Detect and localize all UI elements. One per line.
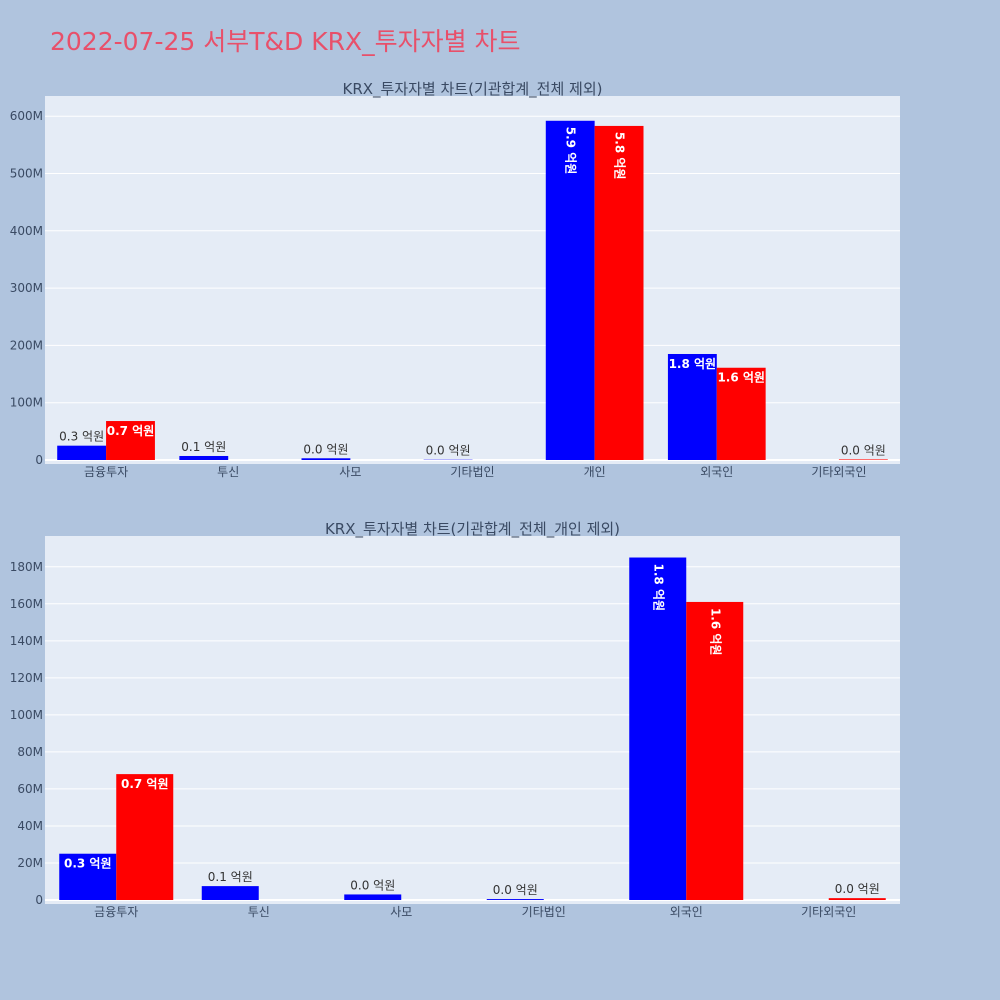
bar: [629, 557, 687, 900]
bar: [59, 853, 117, 900]
bar: [838, 459, 888, 460]
y-tick-label: 40M: [17, 819, 43, 833]
bar: [686, 601, 744, 900]
chart-title: KRX_투자자별 차트(기관합계_전체 제외): [343, 80, 603, 99]
data-label: 0.0 억원: [303, 442, 348, 456]
data-label: 0.0 억원: [350, 878, 395, 892]
page-title: 2022-07-25 서부T&D KRX_투자자별 차트: [50, 27, 521, 56]
y-tick-label: 100M: [10, 396, 43, 410]
x-tick-label: 기타법인: [450, 465, 494, 479]
data-label: 1.8 억원: [669, 357, 717, 371]
plot-area: [45, 536, 900, 904]
x-tick-label: 기타법인: [522, 905, 566, 919]
y-tick-label: 0: [35, 453, 43, 467]
bar: [594, 125, 644, 460]
plot-area: [45, 96, 900, 464]
x-tick-label: 개인: [584, 465, 606, 479]
y-tick-label: 400M: [10, 224, 43, 238]
data-label: 0.3 억원: [59, 430, 104, 444]
chart-1: 0 100M 200M 300M 400M 500M 600M KRX_투자자별 차트(기관합…: [10, 80, 900, 479]
bar: [828, 898, 886, 900]
y-tick-label: 80M: [17, 745, 43, 759]
y-tick-label: 200M: [10, 338, 43, 352]
x-tick-label: 외국인: [700, 465, 733, 479]
data-label: 0.0 억원: [426, 444, 471, 458]
x-tick-label: 투신: [217, 465, 239, 479]
bar: [179, 455, 229, 460]
data-label: 0.7 억원: [107, 424, 155, 438]
x-tick-label: 금융투자: [94, 905, 138, 919]
bar: [344, 894, 402, 900]
chart-title: KRX_투자자별 차트(기관합계_전체_개인 제외): [325, 520, 620, 539]
y-tick-label: 120M: [10, 671, 43, 685]
data-label: 0.7 억원: [121, 777, 169, 791]
chart-2: 0 20M 40M 60M 80M 100M 120M 140M 160M 180M KRX_투자자…: [10, 520, 900, 919]
y-tick-label: 20M: [17, 856, 43, 870]
y-tick-label: 300M: [10, 281, 43, 295]
y-tick-label: 160M: [10, 597, 43, 611]
data-label: 1.6 억원: [708, 608, 722, 656]
x-tick-label: 사모: [390, 905, 412, 919]
bar: [201, 886, 259, 900]
bar: [716, 367, 766, 460]
data-label: 0.0 억원: [841, 443, 886, 457]
y-tick-label: 500M: [10, 166, 43, 180]
y-tick-label: 140M: [10, 634, 43, 648]
data-label: 1.8 억원: [651, 564, 665, 612]
bar: [116, 774, 174, 900]
x-tick-label: 외국인: [670, 905, 703, 919]
x-tick-label: 투신: [248, 905, 270, 919]
bar: [667, 353, 717, 460]
x-tick-label: 사모: [339, 465, 361, 479]
bar: [106, 421, 155, 460]
data-label: 0.1 억원: [208, 870, 253, 884]
data-label: 0.0 억원: [493, 883, 538, 897]
data-label: 5.8 억원: [613, 132, 627, 180]
x-tick-label: 기타외국인: [811, 465, 866, 479]
bar: [545, 120, 595, 461]
bar: [486, 899, 544, 900]
data-label: 0.3 억원: [64, 857, 112, 871]
y-tick-label: 100M: [10, 708, 43, 722]
data-label: 0.1 억원: [181, 440, 226, 454]
bar: [57, 445, 107, 460]
x-tick-label: 기타외국인: [801, 905, 856, 919]
data-label: 0.0 억원: [835, 882, 880, 896]
y-tick-label: 60M: [17, 782, 43, 796]
bar: [301, 458, 351, 460]
y-tick-label: 180M: [10, 560, 43, 574]
data-label: 1.6 억원: [717, 371, 765, 385]
x-tick-label: 금융투자: [84, 465, 128, 479]
y-tick-label: 0: [35, 893, 43, 907]
data-label: 5.9 억원: [564, 127, 578, 175]
y-tick-label: 600M: [10, 109, 43, 123]
